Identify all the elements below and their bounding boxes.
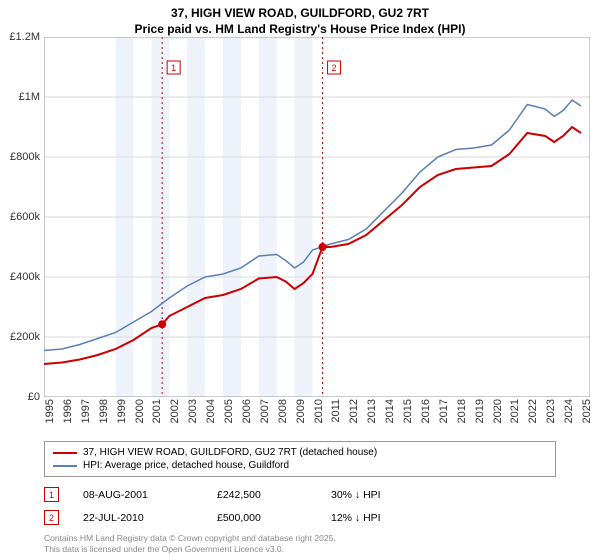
x-tick-label: 1998 — [98, 399, 110, 423]
x-tick-label: 2019 — [474, 399, 486, 423]
title-line1: 37, HIGH VIEW ROAD, GUILDFORD, GU2 7RT — [0, 6, 600, 22]
sale-hpi: 12% ↓ HPI — [331, 512, 431, 524]
y-tick-label: £600k — [10, 211, 40, 223]
x-tick-label: 2011 — [330, 399, 342, 423]
legend-swatch-price — [53, 452, 77, 454]
title-line2: Price paid vs. HM Land Registry's House … — [0, 22, 600, 38]
y-tick-label: £1M — [19, 91, 40, 103]
chart-container: 37, HIGH VIEW ROAD, GUILDFORD, GU2 7RT P… — [0, 0, 600, 560]
x-tick-label: 2022 — [527, 399, 539, 423]
x-tick-label: 2003 — [187, 399, 199, 423]
legend-label-hpi: HPI: Average price, detached house, Guil… — [83, 460, 289, 471]
svg-text:1: 1 — [171, 63, 176, 73]
footer-line2: This data is licensed under the Open Gov… — [44, 544, 556, 555]
y-tick-label: £200k — [10, 331, 40, 343]
x-tick-label: 2001 — [151, 399, 163, 423]
x-tick-label: 1997 — [80, 399, 92, 423]
sale-price: £500,000 — [217, 512, 307, 524]
x-tick-label: 2012 — [348, 399, 360, 423]
x-tick-label: 2009 — [295, 399, 307, 423]
sale-row: 2 22-JUL-2010 £500,000 12% ↓ HPI — [44, 506, 556, 529]
y-axis-labels: £0£200k£400k£600k£800k£1M£1.2M — [0, 37, 44, 397]
x-tick-label: 2006 — [241, 399, 253, 423]
x-axis-labels: 1995 1996 1997 1998 1999 2000 2001 2002 2003 2004… — [44, 397, 590, 437]
legend-label-price: 37, HIGH VIEW ROAD, GUILDFORD, GU2 7RT (… — [83, 447, 377, 458]
legend-swatch-hpi — [53, 465, 77, 467]
y-tick-label: £400k — [10, 271, 40, 283]
sale-badge: 1 — [44, 487, 59, 502]
x-tick-label: 2013 — [366, 399, 378, 423]
x-tick-label: 1999 — [116, 399, 128, 423]
legend-item-price: 37, HIGH VIEW ROAD, GUILDFORD, GU2 7RT (… — [53, 446, 547, 459]
x-tick-label: 2014 — [384, 399, 396, 423]
sale-hpi: 30% ↓ HPI — [331, 489, 431, 501]
legend-box: 37, HIGH VIEW ROAD, GUILDFORD, GU2 7RT (… — [44, 441, 556, 477]
x-tick-label: 1996 — [62, 399, 74, 423]
footer-attribution: Contains HM Land Registry data © Crown c… — [44, 533, 556, 555]
footer-line1: Contains HM Land Registry data © Crown c… — [44, 533, 556, 544]
chart-title: 37, HIGH VIEW ROAD, GUILDFORD, GU2 7RT P… — [0, 0, 600, 37]
svg-text:2: 2 — [332, 63, 337, 73]
y-tick-label: £0 — [28, 391, 40, 403]
sale-date: 22-JUL-2010 — [83, 512, 193, 524]
y-tick-label: £1.2M — [9, 31, 40, 43]
sale-price: £242,500 — [217, 489, 307, 501]
sale-row: 1 08-AUG-2001 £242,500 30% ↓ HPI — [44, 483, 556, 506]
x-tick-label: 2023 — [545, 399, 557, 423]
x-tick-label: 2021 — [509, 399, 521, 423]
x-tick-label: 2005 — [223, 399, 235, 423]
x-tick-label: 2018 — [456, 399, 468, 423]
sale-date: 08-AUG-2001 — [83, 489, 193, 501]
x-tick-label: 2017 — [438, 399, 450, 423]
x-tick-label: 2000 — [134, 399, 146, 423]
sale-badge: 2 — [44, 510, 59, 525]
x-tick-label: 2004 — [205, 399, 217, 423]
x-tick-label: 2020 — [492, 399, 504, 423]
x-tick-label: 2015 — [402, 399, 414, 423]
x-tick-label: 2002 — [169, 399, 181, 423]
y-tick-label: £800k — [10, 151, 40, 163]
chart-svg: 12 — [44, 37, 590, 397]
x-tick-label: 2024 — [563, 399, 575, 423]
x-tick-label: 2007 — [259, 399, 271, 423]
sales-table: 1 08-AUG-2001 £242,500 30% ↓ HPI 2 22-JUL-201… — [44, 483, 556, 529]
legend-item-hpi: HPI: Average price, detached house, Guil… — [53, 459, 547, 472]
x-tick-label: 2025 — [581, 399, 593, 423]
x-tick-label: 2016 — [420, 399, 432, 423]
x-tick-label: 2008 — [277, 399, 289, 423]
x-tick-label: 1995 — [44, 399, 56, 423]
chart-plot-area: 12 — [44, 37, 590, 397]
x-tick-label: 2010 — [313, 399, 325, 423]
